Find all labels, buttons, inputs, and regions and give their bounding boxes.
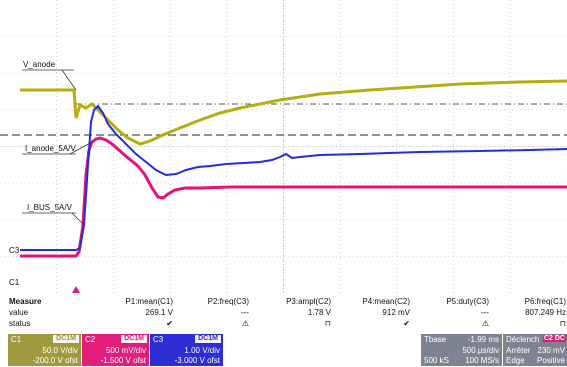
trigger-source-badge: C2 DC — [542, 335, 566, 342]
c3-offset: -3.000 V ofst — [174, 356, 220, 365]
measure-value-label: value — [9, 308, 29, 317]
c3-vdiv: 1.00 V/div — [184, 346, 220, 355]
p6-status-icon: ⊓ — [559, 319, 566, 328]
p3-status-icon: ⊓ — [324, 319, 331, 328]
p5-name: P5:duty(C3) — [446, 297, 489, 306]
c2-vdiv: 500 mV/div — [105, 346, 146, 355]
v-anode-leader — [61, 69, 77, 91]
timebase-samples: 500 kS — [424, 356, 449, 365]
timebase-tdiv: 500 µs/div — [462, 346, 499, 355]
c1-coupling-badge: DC1M — [53, 335, 79, 343]
timebase-label: Tbase — [424, 335, 447, 344]
c1-vdiv: 50.0 V/div — [42, 346, 78, 355]
c2-offset: -1.500 V ofst — [100, 356, 146, 365]
p6-value: 807.249 Hz — [525, 308, 566, 317]
p1-value: 269.1 V — [145, 308, 173, 317]
trigger-box[interactable]: Déclench C2 DC Arrêter 230 mV Edge Posit… — [503, 334, 567, 366]
p3-name: P3:ampl(C2) — [286, 297, 331, 306]
trigger-type: Edge — [506, 356, 525, 365]
channel-c3-box[interactable]: C3 DC1M 1.00 V/div -3.000 V ofst — [150, 334, 223, 366]
measurement-table: Measure P1:mean(C1) P2:freq(C3) P3:ampl(… — [0, 297, 567, 333]
trigger-level: 230 mV — [537, 346, 565, 355]
c1-label: C1 — [11, 335, 22, 344]
p5-status-icon: ⚠ — [481, 319, 489, 328]
timebase-rate: 100 MS/s — [465, 356, 499, 365]
measure-status-label: status — [9, 319, 31, 328]
i-bus-label: I_BUS_5A/V — [27, 203, 73, 212]
i-bus-leader — [71, 212, 85, 226]
c2-label: C2 — [85, 335, 96, 344]
trigger-position-marker[interactable] — [72, 286, 80, 293]
timebase-delay: -1.99 ms — [467, 335, 499, 344]
trigger-label: Déclench — [506, 335, 540, 344]
measure-status-row: status ✔ ⚠ ⊓ ✔ ⚠ ⊓ — [0, 319, 567, 330]
p2-value: --- — [241, 308, 249, 317]
p6-name: P6:freq(C1) — [524, 297, 566, 306]
c3-coupling-badge: DC1M — [195, 335, 221, 343]
p1-status-icon: ✔ — [166, 319, 173, 328]
channel-descriptor-bar: C1 DC1M 50.0 V/div -200.0 V ofst C2 DC1M… — [0, 333, 567, 367]
measure-header-row: Measure P1:mean(C1) P2:freq(C3) P3:ampl(… — [0, 297, 567, 308]
p1-name: P1:mean(C1) — [125, 297, 173, 306]
channel-c1-box[interactable]: C1 DC1M 50.0 V/div -200.0 V ofst — [8, 334, 81, 366]
waveform-display[interactable]: V_anode I_anode_5A/V I_BUS_5A/V C3 C1 — [0, 0, 567, 295]
channel-c2-box[interactable]: C2 DC1M 500 mV/div -1.500 V ofst — [82, 334, 149, 366]
p4-status-icon: ✔ — [403, 319, 410, 328]
timebase-box[interactable]: Tbase -1.99 ms 500 µs/div 500 kS 100 MS/… — [421, 334, 502, 366]
c2-coupling-badge: DC1M — [121, 335, 147, 343]
measure-title: Measure — [9, 297, 42, 306]
c1-ground-marker[interactable]: C1 — [9, 278, 20, 287]
i-anode-label: I_anode_5A/V — [25, 144, 76, 153]
trigger-mode: Arrêter — [506, 346, 531, 355]
p2-status-icon: ⚠ — [241, 319, 249, 328]
trigger-slope: Positive — [536, 356, 565, 365]
c3-ground-marker[interactable]: C3 — [9, 246, 20, 255]
measure-value-row: value 269.1 V --- 1.78 V 912 mV --- 807.… — [0, 308, 567, 319]
graticule-grid — [0, 0, 567, 293]
c1-offset: -200.0 V ofst — [32, 356, 78, 365]
p4-value: 912 mV — [382, 308, 410, 317]
p3-value: 1.78 V — [307, 308, 331, 317]
c3-label: C3 — [153, 335, 164, 344]
p2-name: P2:freq(C3) — [207, 297, 249, 306]
trace-v-anode — [20, 79, 567, 146]
p4-name: P4:mean(C2) — [362, 297, 410, 306]
i-anode-leader — [69, 141, 93, 155]
v-anode-label: V_anode — [23, 60, 56, 69]
trace-i-bus — [20, 104, 567, 251]
p5-value: --- — [481, 308, 489, 317]
